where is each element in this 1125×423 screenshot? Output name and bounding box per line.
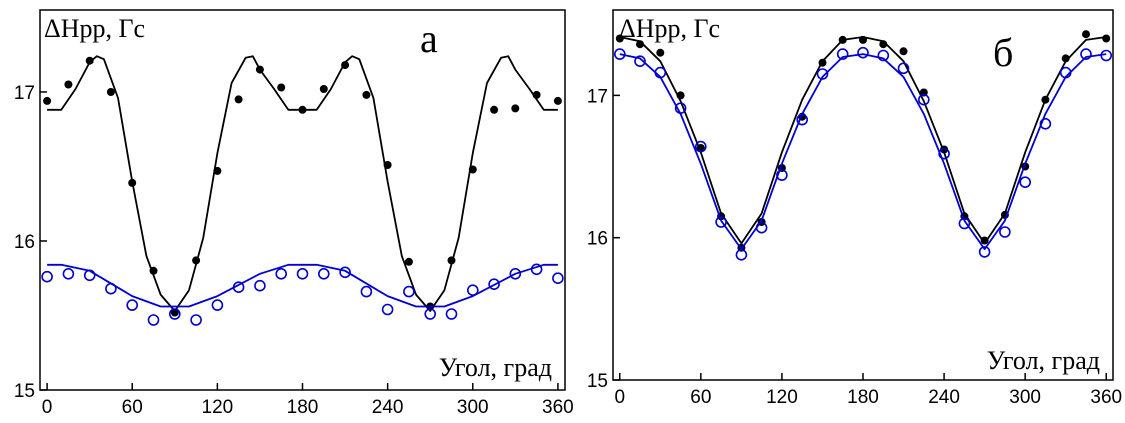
data-point-open bbox=[509, 267, 522, 280]
axis-ticks: 0 60 120 180 240 300 360 15 16 17 bbox=[14, 83, 574, 418]
data-point-filled bbox=[277, 83, 286, 92]
x-tick-label: 360 bbox=[1090, 387, 1122, 408]
x-tick-label: 120 bbox=[202, 397, 234, 418]
data-point-open bbox=[403, 285, 415, 298]
data-point-open bbox=[978, 246, 991, 258]
fit-curve-line bbox=[47, 263, 558, 308]
data-point-open bbox=[634, 55, 646, 68]
data-point-filled bbox=[64, 80, 73, 89]
data-point-open bbox=[1019, 176, 1031, 188]
x-tick-label: 300 bbox=[1009, 387, 1041, 408]
data-point-filled bbox=[553, 96, 562, 105]
data-point-open bbox=[836, 48, 849, 60]
data-point-open bbox=[254, 279, 266, 292]
data-point-filled bbox=[1102, 34, 1111, 43]
plot-marks bbox=[613, 30, 1112, 261]
x-tick-label: 60 bbox=[122, 397, 143, 418]
x-tick-label: 120 bbox=[766, 387, 798, 408]
chart-panel-a: 0 60 120 180 240 300 360 15 16 17 ΔHpp, Гс а Угол… bbox=[14, 9, 574, 418]
data-point-filled bbox=[1082, 30, 1090, 39]
plot-marks bbox=[41, 55, 564, 326]
y-tick-label: 16 bbox=[587, 229, 608, 250]
y-tick-label: 17 bbox=[14, 83, 35, 104]
y-tick-label: 16 bbox=[14, 232, 35, 253]
panel-label: а bbox=[420, 16, 438, 61]
data-point-open bbox=[317, 267, 330, 280]
x-tick-label: 360 bbox=[542, 397, 574, 418]
y-axis-label: ΔHpp, Гс bbox=[619, 14, 720, 43]
data-point-open bbox=[816, 68, 829, 80]
data-point-open bbox=[897, 62, 910, 75]
data-point-open bbox=[613, 48, 626, 60]
x-tick-label: 240 bbox=[928, 387, 960, 408]
data-point-filled bbox=[511, 104, 520, 113]
x-tick-label: 0 bbox=[42, 397, 53, 418]
x-tick-label: 300 bbox=[457, 397, 489, 418]
data-point-open bbox=[147, 314, 160, 326]
data-point-open bbox=[381, 303, 394, 316]
x-tick-label: 60 bbox=[690, 387, 711, 408]
data-point-filled bbox=[404, 257, 413, 266]
chart-panel-b: 0 60 120 180 240 300 360 15 16 17 ΔHpp, Гс б Угол… bbox=[587, 9, 1122, 408]
data-point-filled bbox=[362, 90, 371, 99]
data-point-filled bbox=[106, 88, 115, 96]
y-tick-label: 15 bbox=[14, 381, 35, 402]
y-tick-label: 15 bbox=[587, 371, 608, 392]
data-point-open bbox=[169, 308, 181, 320]
data-point-filled bbox=[319, 85, 328, 93]
data-point-open bbox=[877, 49, 890, 62]
data-point-filled bbox=[656, 48, 665, 57]
data-point-open bbox=[62, 267, 75, 280]
data-point-open bbox=[917, 93, 930, 106]
plot-frame bbox=[612, 9, 1114, 381]
data-point-open bbox=[190, 314, 202, 326]
data-point-open bbox=[211, 299, 224, 311]
data-point-open bbox=[424, 308, 437, 320]
data-point-open bbox=[1039, 118, 1052, 130]
data-point-open bbox=[339, 266, 351, 279]
data-point-filled bbox=[490, 105, 499, 114]
data-point-open bbox=[1080, 48, 1092, 60]
data-point-filled bbox=[43, 96, 52, 105]
x-axis-label: Угол, град bbox=[439, 353, 552, 382]
data-point-open bbox=[126, 299, 138, 311]
data-point-filled bbox=[980, 236, 989, 245]
plot-frame bbox=[39, 9, 566, 391]
data-point-filled bbox=[234, 95, 243, 104]
axis-ticks: 0 60 120 180 240 300 360 15 16 17 bbox=[587, 86, 1122, 408]
data-point-open bbox=[41, 270, 53, 283]
data-point-filled bbox=[85, 56, 94, 65]
x-axis-label: Угол, град bbox=[987, 346, 1100, 375]
data-point-open bbox=[694, 140, 707, 153]
data-point-open bbox=[999, 226, 1011, 238]
data-point-open bbox=[715, 216, 727, 228]
x-tick-label: 180 bbox=[287, 397, 319, 418]
x-tick-label: 0 bbox=[614, 387, 625, 408]
fit-curve-line bbox=[619, 36, 1107, 245]
data-point-open bbox=[857, 46, 869, 59]
fit-curve-line bbox=[619, 53, 1107, 251]
data-point-open bbox=[488, 278, 500, 291]
fit-curve-line bbox=[47, 55, 558, 312]
data-point-open bbox=[275, 267, 288, 280]
y-axis-label: ΔHpp, Гс bbox=[44, 14, 145, 43]
panel-label: б bbox=[993, 30, 1013, 75]
data-point-filled bbox=[170, 308, 179, 317]
data-point-open bbox=[360, 285, 373, 298]
data-point-open bbox=[445, 308, 458, 320]
y-tick-label: 17 bbox=[587, 86, 608, 107]
data-point-filled bbox=[899, 47, 908, 56]
data-point-open bbox=[296, 267, 309, 280]
x-tick-label: 240 bbox=[372, 397, 404, 418]
data-point-filled bbox=[615, 34, 624, 43]
x-tick-label: 180 bbox=[847, 387, 879, 408]
data-point-open bbox=[552, 272, 564, 285]
